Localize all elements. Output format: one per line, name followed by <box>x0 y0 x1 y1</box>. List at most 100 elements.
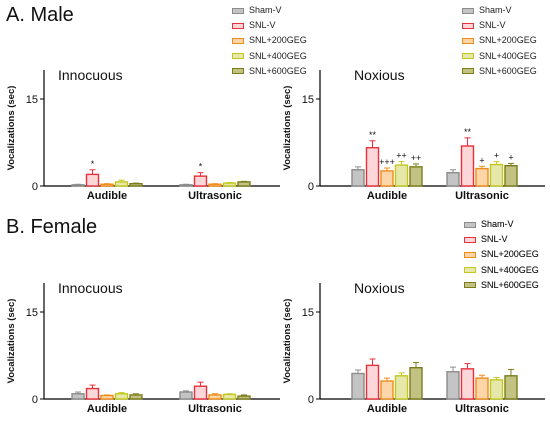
y-axis-label: Vocalizations (sec) <box>6 299 17 384</box>
x-category-label: Ultrasonic <box>455 190 509 202</box>
bar-snl-200geg <box>100 394 114 400</box>
x-category-label: Ultrasonic <box>188 190 242 202</box>
y-tick-label: 15 <box>26 94 38 106</box>
bar-snl-200geg <box>100 183 114 187</box>
legend-label: SNL+200GEG <box>481 249 539 260</box>
legend-swatch <box>462 7 474 14</box>
y-tick-label: 15 <box>26 307 38 319</box>
bar-snl-400geg <box>222 393 237 400</box>
legend-label: SNL+600GEG <box>249 65 307 76</box>
bar-snl-v <box>85 173 100 187</box>
legend-female-noxious: Sham-V SNL-V SNL+200GEG SNL+400GEG SNL+600GE… <box>464 217 539 293</box>
chart-subtitle: Noxious <box>354 280 405 296</box>
legend-label: SNL+600GEG <box>481 279 539 290</box>
legend-item: SNL+200GEG <box>232 33 307 48</box>
legend-label: SNL+600GEG <box>479 65 537 76</box>
legend-item: SNL-V <box>462 18 537 33</box>
legend-item: SNL+200GEG <box>462 33 537 48</box>
legend-swatch <box>232 7 244 14</box>
bar-sham-v <box>71 184 85 187</box>
legend-item: Sham-V <box>464 217 539 232</box>
bar-sham-v <box>351 372 365 400</box>
legend-label: SNL+200GEG <box>479 35 537 46</box>
bar-snl-400geg <box>489 379 504 400</box>
legend-swatch <box>464 267 476 274</box>
bar-sham-v <box>446 371 460 400</box>
section-title-male: A. Male <box>6 4 74 26</box>
significance-marker: +++ <box>379 157 395 167</box>
bar-snl-200geg <box>380 380 394 400</box>
legend-item: SNL+600GEG <box>462 64 537 79</box>
bar-snl-v <box>193 175 208 187</box>
legend-item: SNL+400GEG <box>462 49 537 64</box>
legend-label: SNL-V <box>481 234 508 245</box>
legend-swatch <box>464 282 476 289</box>
y-tick-label: 0 <box>308 181 314 193</box>
legend-label: SNL+200GEG <box>481 249 539 260</box>
legend-item: SNL+600GEG <box>464 278 539 293</box>
legend-male-noxious: Sham-V SNL-V SNL+200GEG SNL+400GEG SNL+600GE… <box>462 3 537 79</box>
significance-marker: + <box>508 152 513 162</box>
x-category-label: Ultrasonic <box>188 403 242 415</box>
x-category-label: Ultrasonic <box>455 403 509 415</box>
x-category-label: Audible <box>87 403 127 415</box>
legend-swatch <box>232 68 244 75</box>
legend-item: SNL-V <box>232 18 307 33</box>
bar-snl-v <box>85 387 100 400</box>
legend-label: Sham-V <box>481 219 514 229</box>
bar-snl-400geg <box>114 393 129 400</box>
bar-snl-600geg <box>504 375 518 400</box>
bar-sham-v <box>351 169 365 187</box>
bar-snl-400geg <box>222 182 237 187</box>
bar-snl-600geg <box>129 182 143 187</box>
legend-label: Sham-V <box>249 5 282 15</box>
significance-marker: + <box>494 151 499 161</box>
legend-swatch <box>462 37 474 44</box>
legend-swatch <box>464 236 476 243</box>
legend-item: SNL+400GEG <box>232 49 307 64</box>
bar-snl-600geg <box>504 164 518 187</box>
bar-snl-v <box>193 385 208 400</box>
bar-snl-600geg <box>409 366 423 400</box>
legend-swatch <box>462 53 474 60</box>
x-category-label: Audible <box>367 190 407 202</box>
y-tick-label: 0 <box>308 394 314 406</box>
bar-sham-v <box>446 171 460 187</box>
legend-swatch <box>464 251 476 258</box>
bar-snl-200geg <box>475 377 489 400</box>
legend-item: Sham-V <box>232 3 307 18</box>
bar-snl-600geg <box>409 166 423 187</box>
x-category-label: Audible <box>87 190 127 202</box>
bar-snl-600geg <box>129 394 143 400</box>
bar-sham-v <box>179 391 193 400</box>
y-tick-label: 0 <box>32 181 38 193</box>
legend-swatch <box>462 22 474 29</box>
legend-item: SNL+200GEG <box>464 247 539 262</box>
legend-label: Sham-V <box>481 219 514 229</box>
bar-snl-600geg <box>237 395 251 400</box>
bar-snl-200geg <box>475 167 489 187</box>
bar-snl-400geg <box>394 375 409 400</box>
bar-snl-400geg <box>394 164 409 187</box>
bar-snl-400geg <box>489 163 504 187</box>
legend-label: SNL+400GEG <box>479 50 537 61</box>
significance-marker: * <box>91 159 95 169</box>
bar-snl-v <box>460 145 475 187</box>
legend-label: SNL+600GEG <box>481 279 539 290</box>
legend-swatch <box>232 53 244 60</box>
legend-label: Sham-V <box>479 5 512 15</box>
bar-sham-v <box>179 184 193 187</box>
legend-swatch <box>462 68 474 75</box>
chart-subtitle: Noxious <box>354 67 405 83</box>
x-category-label: Audible <box>367 403 407 415</box>
significance-marker: + <box>479 155 484 165</box>
legend-item: SNL+400GEG <box>464 263 539 278</box>
bar-snl-v <box>460 368 475 400</box>
legend-label: SNL-V <box>479 20 506 31</box>
bar-snl-600geg <box>237 181 251 187</box>
legend-swatch <box>232 37 244 44</box>
bar-snl-v <box>365 364 380 400</box>
legend-label: SNL-V <box>481 234 508 245</box>
legend-male-innocuous: Sham-V SNL-V SNL+200GEG SNL+400GEG SNL+600GE… <box>232 3 307 79</box>
